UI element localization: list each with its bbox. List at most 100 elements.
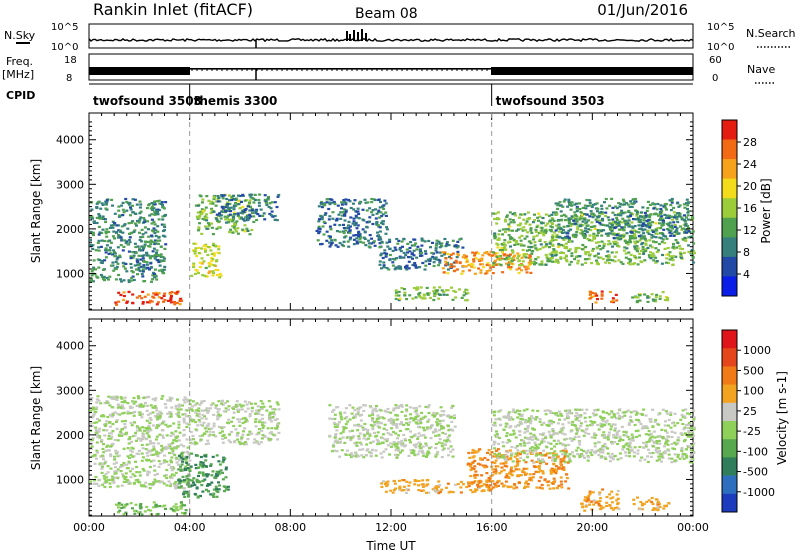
echo-cell (118, 235, 122, 238)
echo-cell (170, 461, 173, 464)
echo-cell (510, 262, 514, 265)
echo-cell (434, 490, 438, 493)
echo-cell (195, 487, 199, 490)
echo-cell (342, 199, 346, 202)
echo-cell (371, 411, 375, 414)
echo-cell (627, 209, 631, 213)
echo-cell (359, 419, 363, 422)
echo-cell (528, 248, 531, 251)
echo-cell (515, 229, 519, 232)
echo-cell (127, 461, 131, 464)
echo-cell (498, 258, 502, 261)
echo-cell (626, 222, 630, 225)
echo-cell (659, 227, 663, 230)
echo-cell (390, 427, 394, 430)
echo-cell (182, 429, 186, 432)
echo-cell (621, 198, 625, 201)
echo-cell (210, 259, 214, 263)
echo-cell (431, 241, 434, 244)
echo-cell (198, 222, 201, 225)
echo-cell (344, 203, 348, 206)
echo-cell (184, 415, 188, 418)
echo-cell (596, 229, 600, 232)
echo-cell (225, 204, 229, 207)
echo-cell (583, 236, 586, 239)
echo-cell (606, 216, 610, 219)
echo-cell (163, 474, 167, 477)
echo-cell (339, 413, 343, 416)
echo-cell (384, 483, 387, 486)
echo-cell (672, 206, 676, 209)
echo-cell (200, 257, 204, 260)
echo-cell (554, 413, 558, 416)
echo-cell (507, 476, 511, 479)
echo-cell (522, 253, 526, 256)
echo-cell (239, 418, 243, 421)
echo-cell (507, 234, 511, 237)
echo-cell (664, 202, 668, 206)
echo-cell (511, 219, 515, 222)
echo-cell (627, 225, 631, 228)
echo-cell (648, 226, 652, 229)
echo-cell (110, 444, 114, 447)
echo-cell (132, 402, 136, 405)
echo-cell (212, 422, 216, 425)
echo-cell (162, 461, 166, 464)
echo-cell (549, 257, 553, 260)
echo-cell (122, 447, 126, 450)
echo-cell (99, 455, 103, 458)
echo-cell (120, 464, 124, 467)
echo-cell (632, 198, 636, 201)
echo-cell (454, 261, 458, 264)
echo-cell (212, 413, 216, 416)
echo-cell (199, 210, 203, 213)
echo-cell (193, 252, 197, 255)
echo-cell (494, 212, 498, 215)
echo-cell (434, 434, 438, 437)
echo-cell (381, 256, 385, 260)
echo-cell (237, 203, 241, 206)
echo-cell (271, 215, 275, 218)
echo-cell (650, 233, 654, 237)
echo-cell (678, 251, 682, 254)
echo-cell (518, 409, 522, 413)
echo-cell (171, 452, 175, 455)
echo-cell (266, 437, 270, 440)
echo-cell (203, 225, 207, 228)
echo-cell (223, 490, 226, 493)
echo-cell (610, 416, 614, 419)
echo-cell (181, 404, 184, 407)
echo-cell (671, 246, 675, 249)
echo-cell (338, 437, 342, 440)
echo-cell (152, 445, 156, 448)
echo-cell (229, 206, 233, 209)
echo-cell (228, 231, 231, 234)
echo-cell (104, 207, 108, 210)
echo-cell (584, 251, 588, 254)
echo-cell (155, 435, 159, 438)
echo-cell (458, 288, 461, 291)
echo-cell (669, 204, 673, 207)
echo-cell (154, 255, 158, 258)
echo-cell (210, 200, 214, 203)
echo-cell (212, 254, 216, 257)
echo-cell (386, 411, 390, 414)
echo-cell (416, 245, 420, 248)
echo-cell (215, 495, 219, 498)
echo-cell (660, 262, 664, 265)
echo-cell (159, 245, 163, 248)
echo-cell (330, 241, 334, 244)
echo-cell (564, 236, 568, 239)
echo-cell (419, 296, 423, 299)
echo-cell (110, 432, 114, 435)
echo-cell (176, 435, 180, 438)
echo-cell (129, 208, 133, 211)
echo-cell (421, 261, 425, 265)
echo-cell (89, 243, 93, 246)
echo-cell (115, 303, 118, 306)
echo-cell (551, 218, 555, 221)
echo-cell (136, 480, 140, 484)
echo-cell (234, 201, 237, 205)
echo-cell (375, 438, 379, 441)
echo-cell (408, 250, 412, 253)
